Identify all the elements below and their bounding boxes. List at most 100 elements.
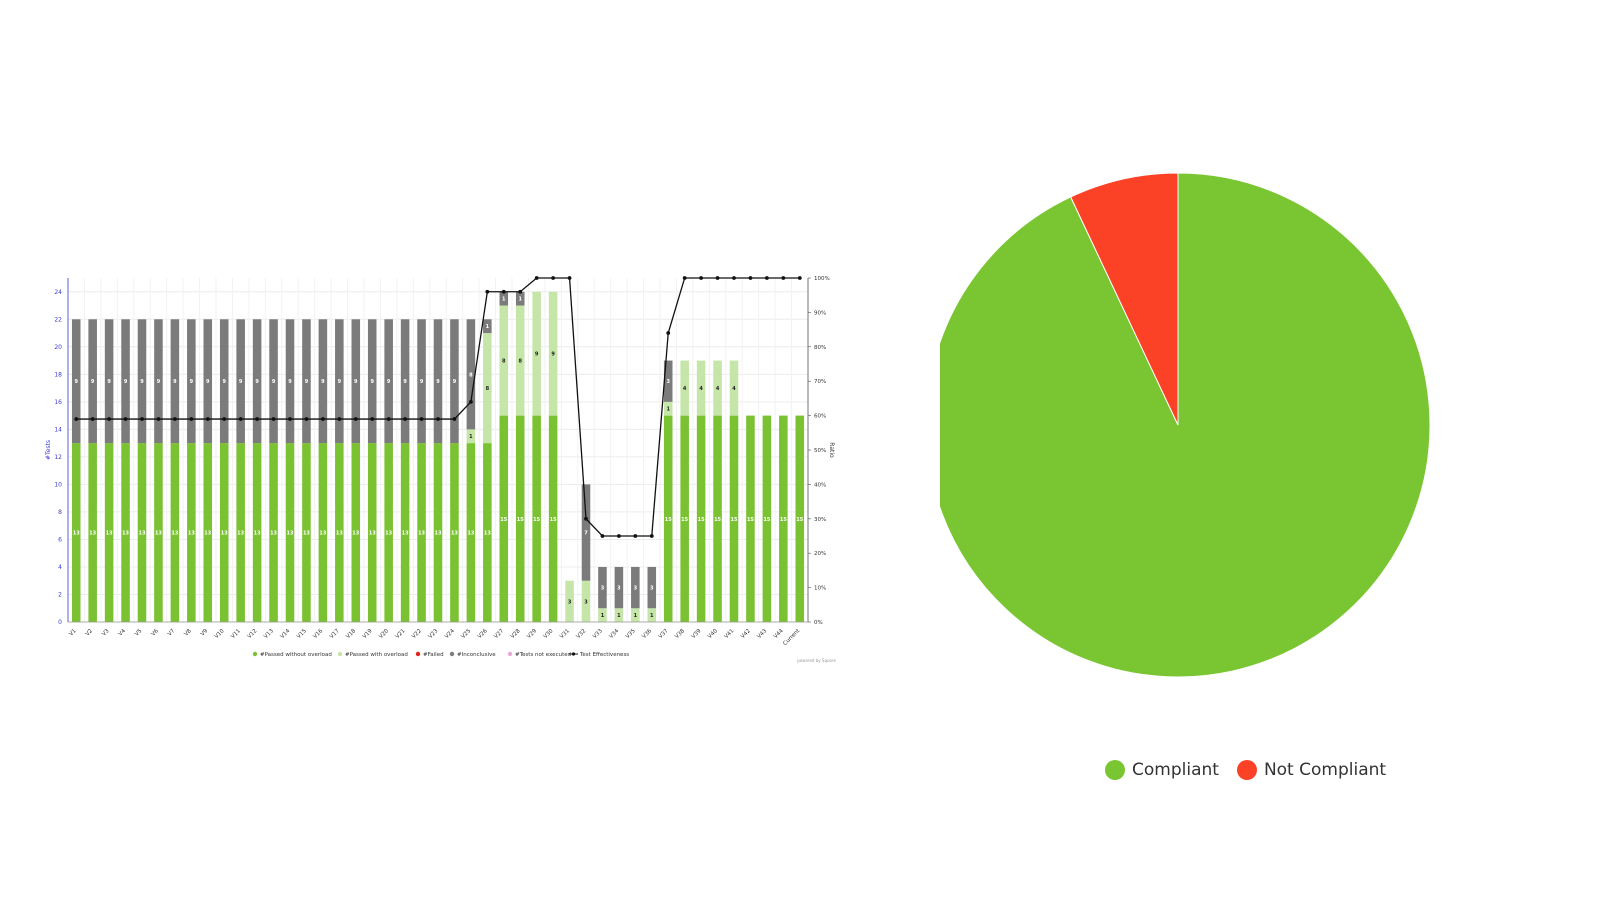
bar-segment[interactable] [581,580,591,622]
effectiveness-point[interactable] [271,417,276,421]
effectiveness-point[interactable] [353,417,358,421]
bar-segment[interactable] [532,415,541,622]
bar-segment[interactable] [631,566,640,609]
effectiveness-point[interactable] [419,417,424,421]
effectiveness-point[interactable] [551,276,556,280]
bar-segment[interactable] [203,443,213,622]
effectiveness-point[interactable] [501,289,506,294]
bar-segment[interactable] [795,415,805,622]
effectiveness-point[interactable] [682,276,687,280]
bar-segment[interactable] [499,305,509,416]
bar-segment[interactable] [252,319,262,444]
bar-segment[interactable] [548,415,558,622]
bar-segment[interactable] [302,319,311,444]
legend-item-not-compliant[interactable]: Not Compliant [1236,760,1386,780]
bar-segment[interactable] [532,291,541,416]
legend-label[interactable]: Test Effectiveness [579,652,629,658]
bar-segment[interactable] [499,291,509,306]
bar-segment[interactable] [746,415,755,622]
effectiveness-point[interactable] [732,276,736,280]
bar-segment[interactable] [335,319,344,444]
effectiveness-point[interactable] [123,417,128,421]
legend-label[interactable]: #Passed without overload [260,652,332,658]
bar-segment[interactable] [466,429,476,444]
bar-segment[interactable] [515,291,525,306]
bar-segment[interactable] [187,319,196,444]
effectiveness-point[interactable] [699,276,704,280]
effectiveness-point[interactable] [616,534,621,538]
bar-segment[interactable] [219,443,229,622]
bar-segment[interactable] [417,443,426,622]
bar-segment[interactable] [614,566,624,609]
effectiveness-point[interactable] [172,417,177,421]
bar-segment[interactable] [104,319,114,444]
effectiveness-point[interactable] [222,417,227,421]
bar-segment[interactable] [154,443,163,622]
bar-segment[interactable] [88,319,97,444]
bar-segment[interactable] [219,319,229,444]
bar-segment[interactable] [318,319,328,444]
legend-label[interactable]: #Tests not executed [515,652,571,658]
bar-segment[interactable] [483,319,492,334]
effectiveness-point[interactable] [386,417,391,421]
bar-segment[interactable] [252,443,262,622]
effectiveness-point[interactable] [748,276,753,280]
effectiveness-point[interactable] [403,417,408,421]
effectiveness-point[interactable] [468,399,473,404]
bar-segment[interactable] [483,333,492,444]
bar-segment[interactable] [466,319,476,430]
bar-segment[interactable] [285,443,295,622]
bar-segment[interactable] [762,415,772,622]
bar-segment[interactable] [384,443,393,622]
bar-segment[interactable] [598,566,607,609]
effectiveness-point[interactable] [584,516,588,521]
effectiveness-point[interactable] [485,289,490,294]
bar-segment[interactable] [367,319,377,444]
effectiveness-point[interactable] [666,331,671,335]
pie-slice-compliant[interactable] [940,172,1431,678]
bar-segment[interactable] [729,360,739,416]
bar-segment[interactable] [104,443,114,622]
effectiveness-point[interactable] [337,417,342,421]
bar-segment[interactable] [88,443,97,622]
bar-segment[interactable] [318,443,328,622]
legend-label[interactable]: #Failed [423,652,444,658]
effectiveness-point[interactable] [452,417,457,421]
bar-segment[interactable] [598,608,607,622]
effectiveness-point[interactable] [436,417,440,421]
bar-segment[interactable] [581,484,591,581]
effectiveness-point[interactable] [600,534,605,538]
effectiveness-point[interactable] [534,276,539,280]
bar-segment[interactable] [663,401,673,416]
effectiveness-point[interactable] [518,289,523,294]
bar-segment[interactable] [367,443,377,622]
effectiveness-point[interactable] [205,417,210,421]
bar-segment[interactable] [614,608,624,622]
effectiveness-point[interactable] [567,276,572,280]
bar-segment[interactable] [696,415,706,622]
bar-segment[interactable] [335,443,344,622]
bar-segment[interactable] [351,319,361,444]
effectiveness-point[interactable] [764,276,769,280]
bar-segment[interactable] [565,580,574,622]
legend-item-compliant[interactable]: Compliant [1105,760,1219,780]
bar-segment[interactable] [631,608,640,622]
effectiveness-point[interactable] [715,276,720,280]
bar-segment[interactable] [450,443,459,622]
bar-segment[interactable] [729,415,739,622]
bar-segment[interactable] [384,319,393,444]
effectiveness-point[interactable] [238,417,243,421]
pie-slice-not-compliant[interactable] [1070,172,1179,426]
effectiveness-point[interactable] [633,534,638,538]
bar-segment[interactable] [121,443,130,622]
bar-segment[interactable] [170,319,180,444]
bar-segment[interactable] [236,443,245,622]
effectiveness-point[interactable] [320,417,325,421]
bar-segment[interactable] [203,319,213,444]
bar-segment[interactable] [647,566,657,609]
effectiveness-point[interactable] [288,417,292,421]
bar-segment[interactable] [187,443,196,622]
effectiveness-point[interactable] [781,276,786,280]
bar-segment[interactable] [450,319,459,444]
bar-segment[interactable] [351,443,361,622]
